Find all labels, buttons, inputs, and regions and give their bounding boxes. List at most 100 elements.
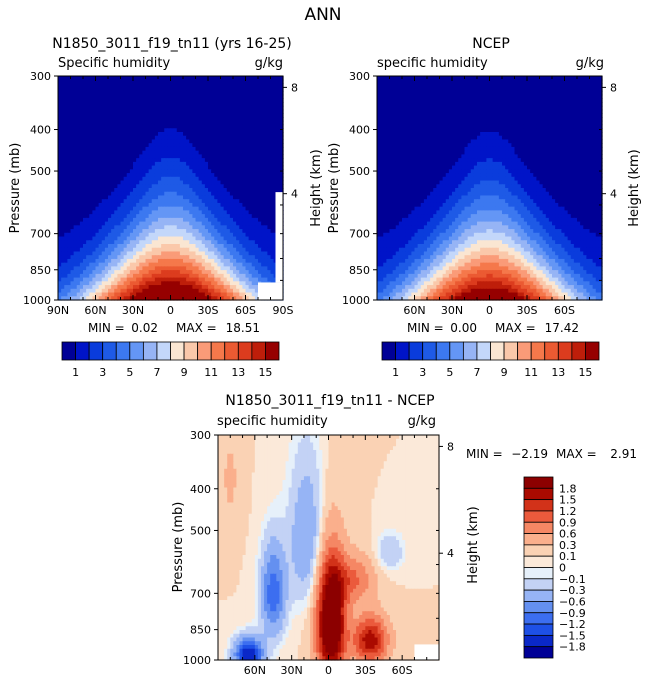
contour-cell <box>123 232 128 238</box>
contour-cell <box>245 139 250 144</box>
contour-cell <box>70 217 75 223</box>
contour-cell <box>251 117 256 122</box>
contour-cell <box>204 221 209 226</box>
contour-cell <box>523 94 528 99</box>
contour-cell <box>508 94 512 99</box>
contour-cell <box>233 154 237 159</box>
contour-cell <box>258 169 262 174</box>
contour-cell <box>164 236 168 241</box>
contour-cell <box>104 292 109 297</box>
contour-cell <box>104 87 109 92</box>
contour-cell <box>427 83 431 88</box>
contour-cell <box>408 87 412 92</box>
contour-cell <box>598 90 603 96</box>
contour-cell <box>161 105 165 111</box>
contour-cell <box>258 232 262 238</box>
contour-cell <box>245 117 250 122</box>
contour-cell <box>542 79 547 85</box>
contour-cell <box>170 199 175 204</box>
contour-cell <box>136 273 140 279</box>
contour-cell <box>233 105 237 111</box>
contour-cell <box>161 173 165 178</box>
contour-cell <box>198 277 203 282</box>
contour-cell <box>58 180 62 185</box>
contour-cell <box>73 255 78 260</box>
contour-cell <box>151 87 156 92</box>
contour-cell <box>239 161 243 167</box>
contour-cell <box>129 240 134 245</box>
contour-cell <box>167 135 172 141</box>
contour-cell <box>211 128 215 133</box>
contour-cell <box>517 94 522 99</box>
contour-cell <box>151 266 156 271</box>
contour-cell <box>111 117 115 122</box>
contour-cell <box>79 285 84 290</box>
contour-cell <box>477 87 481 92</box>
contour-cell <box>173 214 178 219</box>
contour-cell <box>158 94 162 99</box>
contour-cell <box>151 109 156 114</box>
contour-cell <box>179 244 184 249</box>
contour-cell <box>89 188 93 193</box>
contour-cell <box>248 225 253 230</box>
contour-cell <box>70 146 75 152</box>
contour-cell <box>92 132 97 137</box>
contour-cell <box>123 199 128 204</box>
contour-cell <box>76 90 81 96</box>
contour-cell <box>383 102 387 107</box>
contour-cell <box>129 180 134 185</box>
contour-cell <box>108 296 112 301</box>
contour-cell <box>395 79 400 85</box>
contour-cell <box>245 296 250 301</box>
contour-cell <box>104 169 109 174</box>
contour-cell <box>258 240 262 245</box>
contour-cell <box>61 251 65 256</box>
contour-cell <box>242 210 247 215</box>
contour-cell <box>173 165 178 170</box>
contour-cell <box>211 251 215 256</box>
contour-cell <box>189 225 193 230</box>
contour-cell <box>161 113 165 118</box>
contour-cell <box>58 150 62 155</box>
contour-cell <box>158 90 162 96</box>
contour-cell <box>164 146 168 152</box>
contour-cell <box>267 236 272 241</box>
contour-cell <box>133 87 137 92</box>
contour-cell <box>101 165 106 170</box>
contour-cell <box>458 87 462 92</box>
contour-cell <box>558 83 562 88</box>
contour-cell <box>167 255 172 260</box>
contour-cell <box>64 87 68 92</box>
contour-cell <box>258 109 262 114</box>
contour-cell <box>154 87 159 92</box>
contour-cell <box>58 266 62 271</box>
contour-cell <box>111 199 115 204</box>
contour-cell <box>79 165 84 170</box>
contour-cell <box>104 214 109 219</box>
contour-cell <box>229 135 234 141</box>
contour-cell <box>251 277 256 282</box>
contour-cell <box>245 292 250 297</box>
contour-cell <box>86 292 90 297</box>
contour-cell <box>86 113 90 118</box>
contour-cell <box>220 251 225 256</box>
contour-cell <box>229 98 234 103</box>
contour-cell <box>248 169 253 174</box>
contour-cell <box>73 247 78 253</box>
contour-cell <box>573 83 578 88</box>
contour-cell <box>439 79 444 85</box>
contour-cell <box>151 285 156 290</box>
contour-cell <box>129 83 134 88</box>
contour-cell <box>76 258 81 264</box>
contour-cell <box>598 94 603 99</box>
contour-cell <box>583 94 587 99</box>
contour-cell <box>254 236 259 241</box>
contour-cell <box>67 120 72 126</box>
contour-cell <box>220 154 225 159</box>
contour-cell <box>189 188 193 193</box>
contour-cell <box>214 165 218 170</box>
contour-cell <box>142 146 147 152</box>
contour-cell <box>430 76 434 81</box>
contour-cell <box>217 139 222 144</box>
contour-cell <box>261 191 265 197</box>
